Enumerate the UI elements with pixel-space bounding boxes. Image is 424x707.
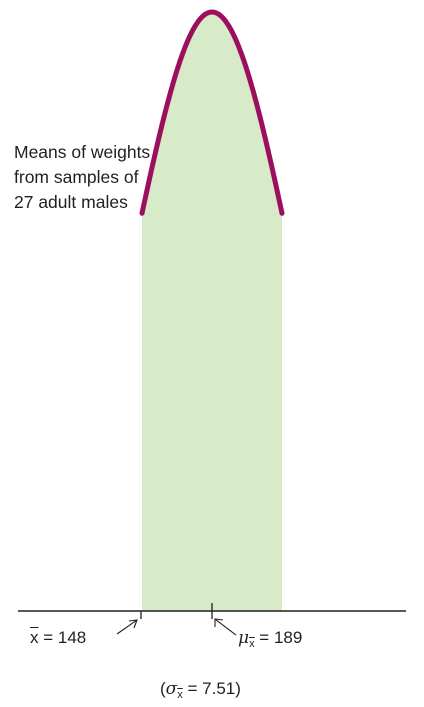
population-mean-label: μx = 189 [238,626,302,656]
sigma-subscript-x-bar: x [177,689,183,701]
mu-subscript-x-bar: x [249,638,255,650]
arrow-to-sample-mean [116,619,138,635]
x-bar-symbol: x [30,628,39,647]
open-paren: ( [160,679,166,698]
population-mean-value: = 189 [259,628,303,647]
sample-mean-value: = 148 [43,628,87,647]
mu-symbol: μ [238,628,250,648]
arrow-to-population-mean [214,618,237,636]
standard-error-label: (σx = 7.51) [160,677,241,707]
curve-label-line-2: from samples of [14,167,139,187]
curve-label-line-3: 27 adult males [14,192,128,212]
standard-error-value: = 7.51) [187,679,241,698]
normal-curve [139,9,285,216]
sigma-symbol: σ [165,679,178,699]
curve-label-line-1: Means of weights [14,142,151,162]
curve-shaded-area [142,12,282,611]
curve-label: Means of weights from samples of 27 adul… [14,140,150,215]
sample-mean-label: x = 148 [30,626,86,650]
